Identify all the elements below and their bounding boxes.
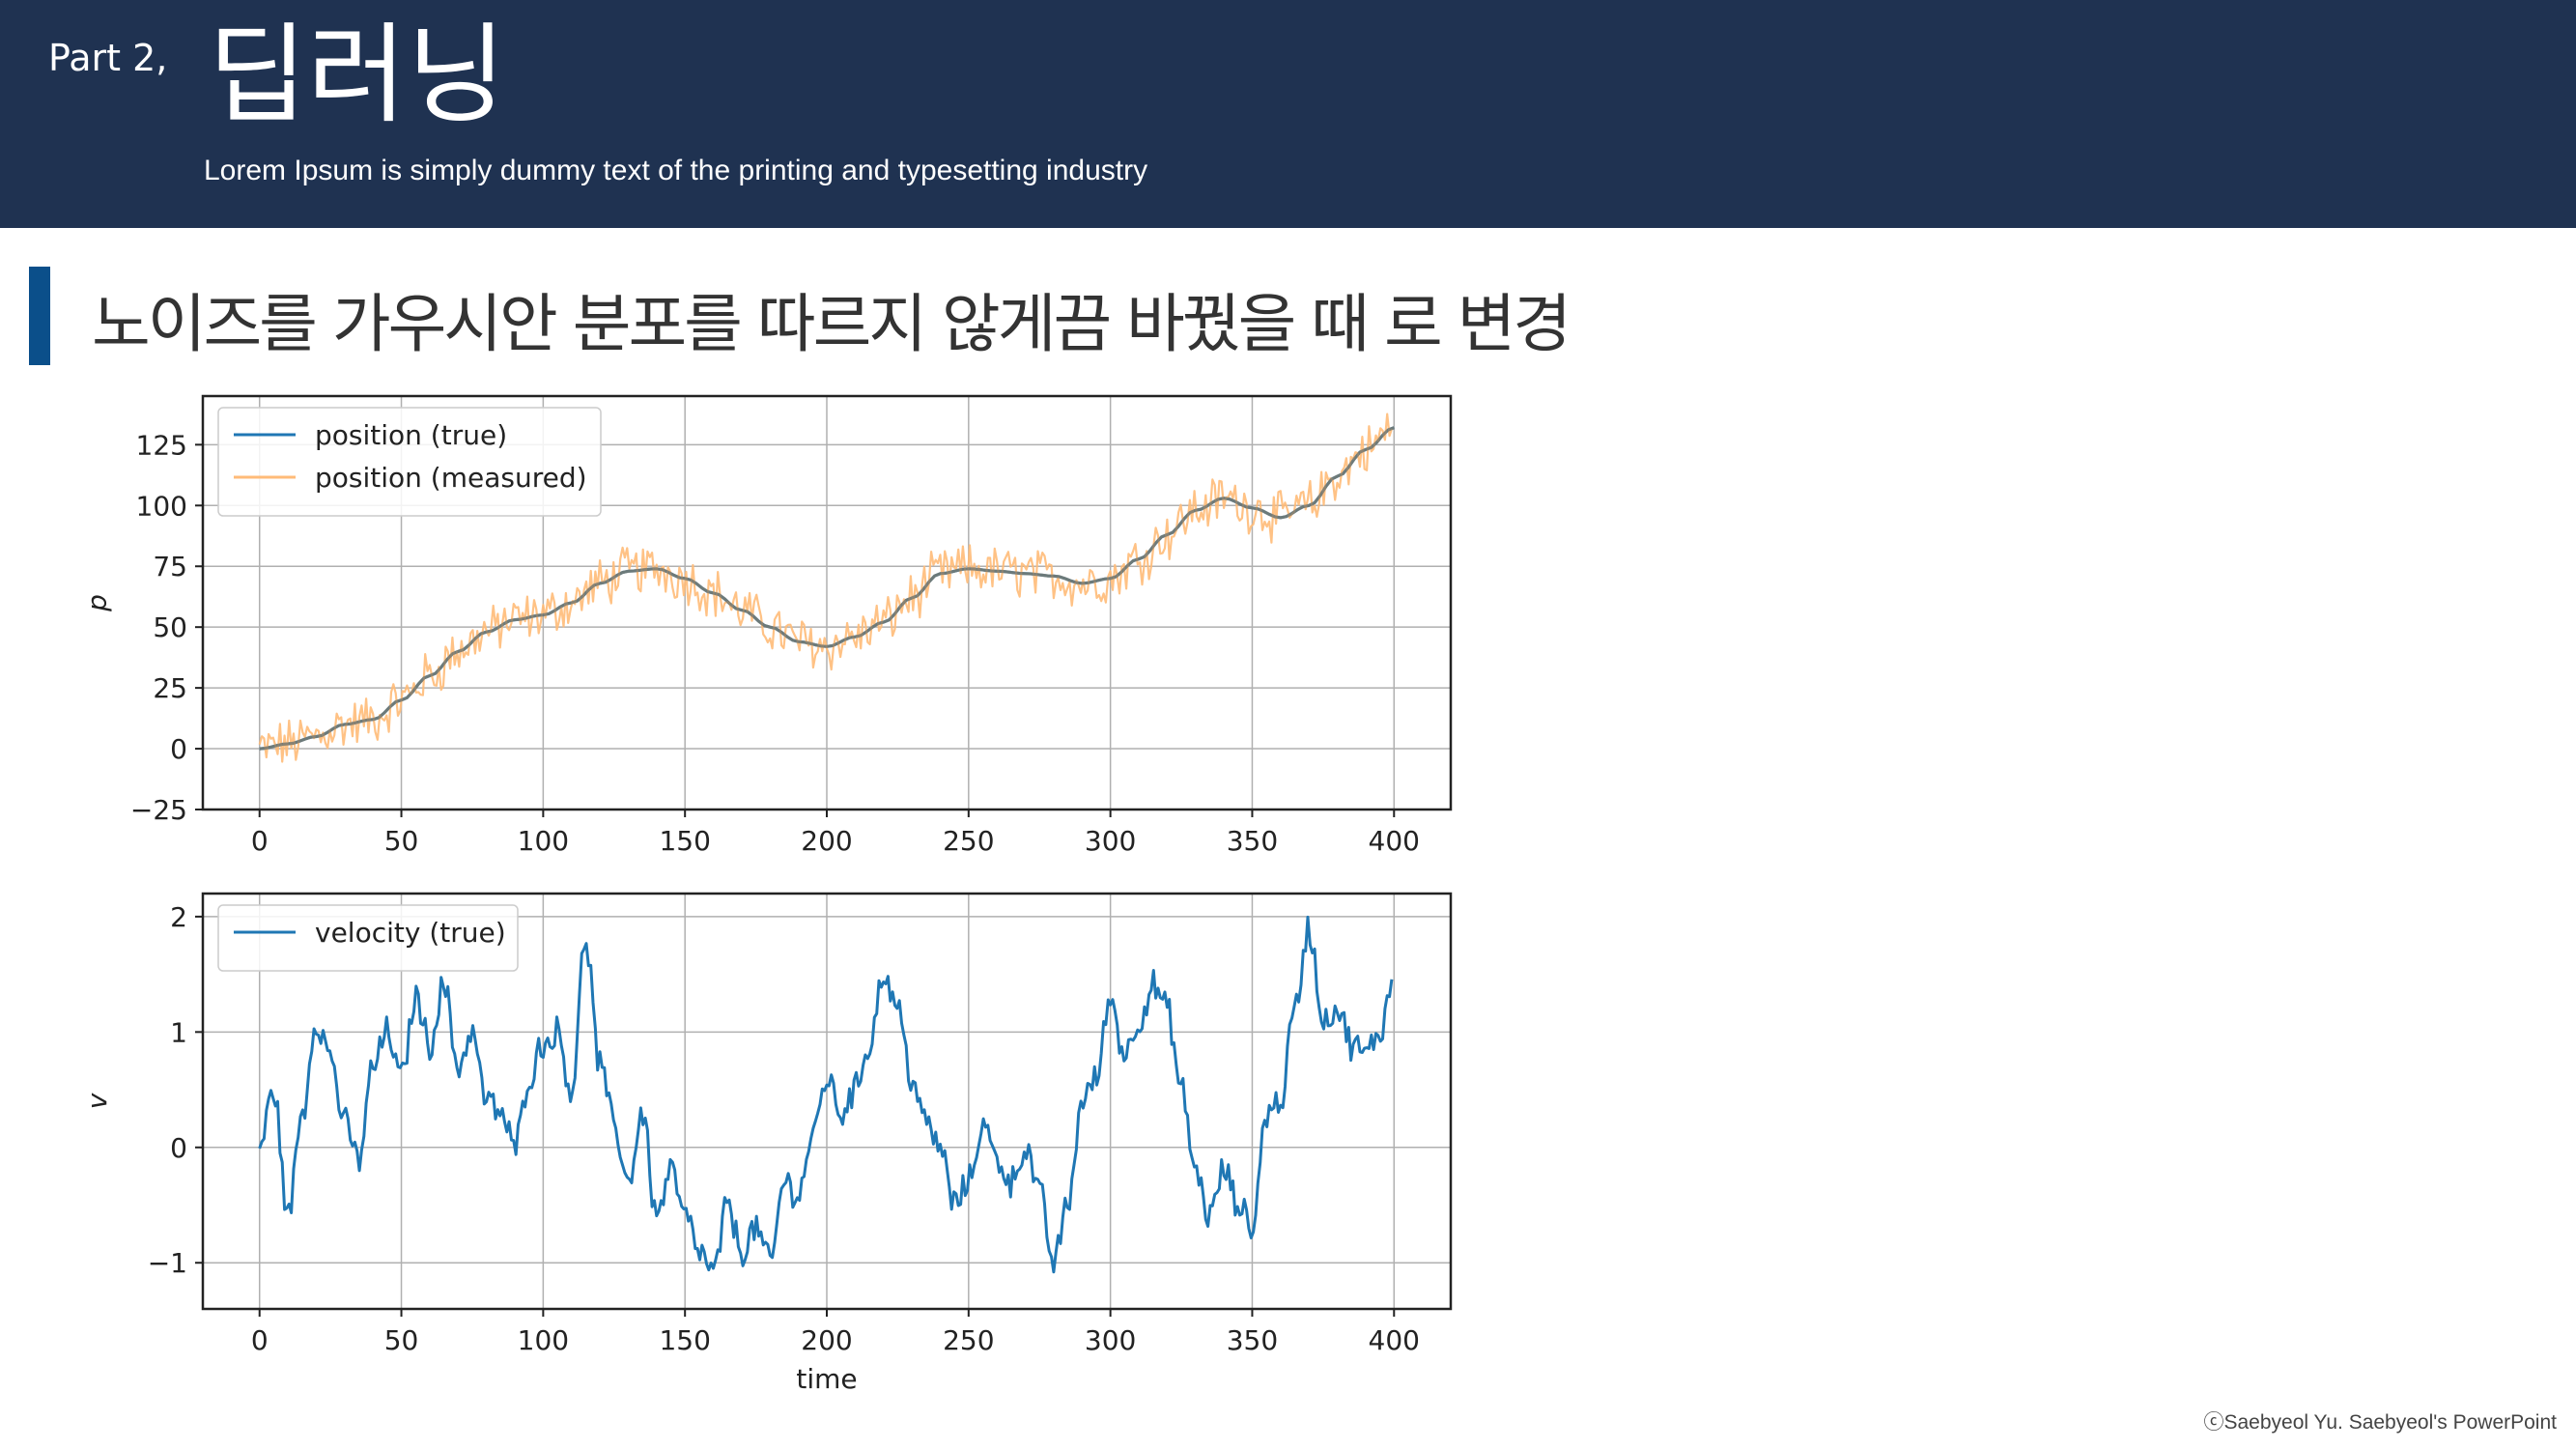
x-tick-label: 100 xyxy=(518,1324,569,1356)
x-tick-label: 200 xyxy=(801,1324,852,1356)
x-tick-label: 300 xyxy=(1085,825,1136,857)
section-accent-bar xyxy=(29,267,50,365)
x-tick-label: 400 xyxy=(1369,1324,1420,1356)
y-tick-label: −1 xyxy=(148,1247,187,1279)
chart-1: 0 50 100 150 200 250 300 350 400 −25 0 25 50 75 100 125… xyxy=(81,394,1453,857)
x-axis-label: time xyxy=(796,1363,857,1395)
y-tick-label: 0 xyxy=(170,733,187,765)
x-tick-label: 300 xyxy=(1085,1324,1136,1356)
y-tick-label: 125 xyxy=(136,429,187,461)
x-tick-label: 350 xyxy=(1227,825,1278,857)
x-tick-label: 50 xyxy=(384,1324,419,1356)
x-tick-label: 150 xyxy=(659,825,710,857)
legend-label: velocity (true) xyxy=(315,917,506,949)
section-title: 노이즈를 가우시안 분포를 따르지 않게끔 바꿨을 때 로 변경 xyxy=(92,287,1571,361)
x-tick-label: 50 xyxy=(384,825,419,857)
page-subtitle: Lorem Ipsum is simply dummy text of the … xyxy=(204,155,1148,186)
footer-credit: ⓒSaebyeol Yu. Saebyeol's PowerPoint xyxy=(2203,1411,2557,1434)
series-line-true-overlay xyxy=(259,426,1395,751)
legend-label: position (measured) xyxy=(315,462,587,494)
y-axis-label: p xyxy=(81,594,113,612)
x-tick-label: 150 xyxy=(659,1324,710,1356)
header-banner: Part 2, 딥러닝 Lorem Ipsum is simply dummy … xyxy=(0,0,2576,228)
x-tick-label: 250 xyxy=(943,825,994,857)
y-tick-label: 2 xyxy=(170,901,187,933)
x-tick-label: 0 xyxy=(251,825,269,857)
part-label: Part 2, xyxy=(48,37,168,79)
y-tick-label: −25 xyxy=(130,794,187,826)
x-tick-label: 400 xyxy=(1369,825,1420,857)
chart-2: 0 50 100 150 200 250 300 350 400 −1 0 1 2 v time veloci… xyxy=(81,892,1453,1395)
x-tick-label: 100 xyxy=(518,825,569,857)
y-tick-label: 0 xyxy=(170,1132,187,1164)
y-tick-label: 1 xyxy=(170,1016,187,1048)
x-tick-label: 0 xyxy=(251,1324,269,1356)
y-tick-label: 50 xyxy=(153,611,187,643)
legend-box xyxy=(217,904,519,972)
x-tick-label: 350 xyxy=(1227,1324,1278,1356)
y-tick-label: 25 xyxy=(153,672,187,704)
y-axis-label: v xyxy=(81,1093,113,1109)
x-tick-label: 200 xyxy=(801,825,852,857)
x-tick-label: 250 xyxy=(943,1324,994,1356)
legend-box xyxy=(217,407,602,517)
series-line-2 xyxy=(258,412,1393,763)
legend: velocity (true) xyxy=(217,904,519,972)
page-title: 딥러닝 xyxy=(208,13,507,138)
series-line-1 xyxy=(258,915,1394,1274)
y-tick-label: 75 xyxy=(153,551,187,582)
legend: position (true) position (measured) xyxy=(217,407,602,517)
y-tick-label: 100 xyxy=(136,490,187,522)
legend-label: position (true) xyxy=(315,419,507,451)
